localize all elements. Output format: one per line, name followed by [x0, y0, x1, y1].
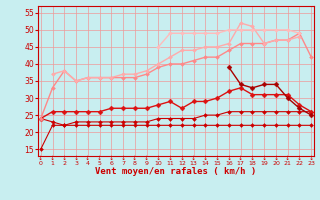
X-axis label: Vent moyen/en rafales ( km/h ): Vent moyen/en rafales ( km/h ): [95, 167, 257, 176]
